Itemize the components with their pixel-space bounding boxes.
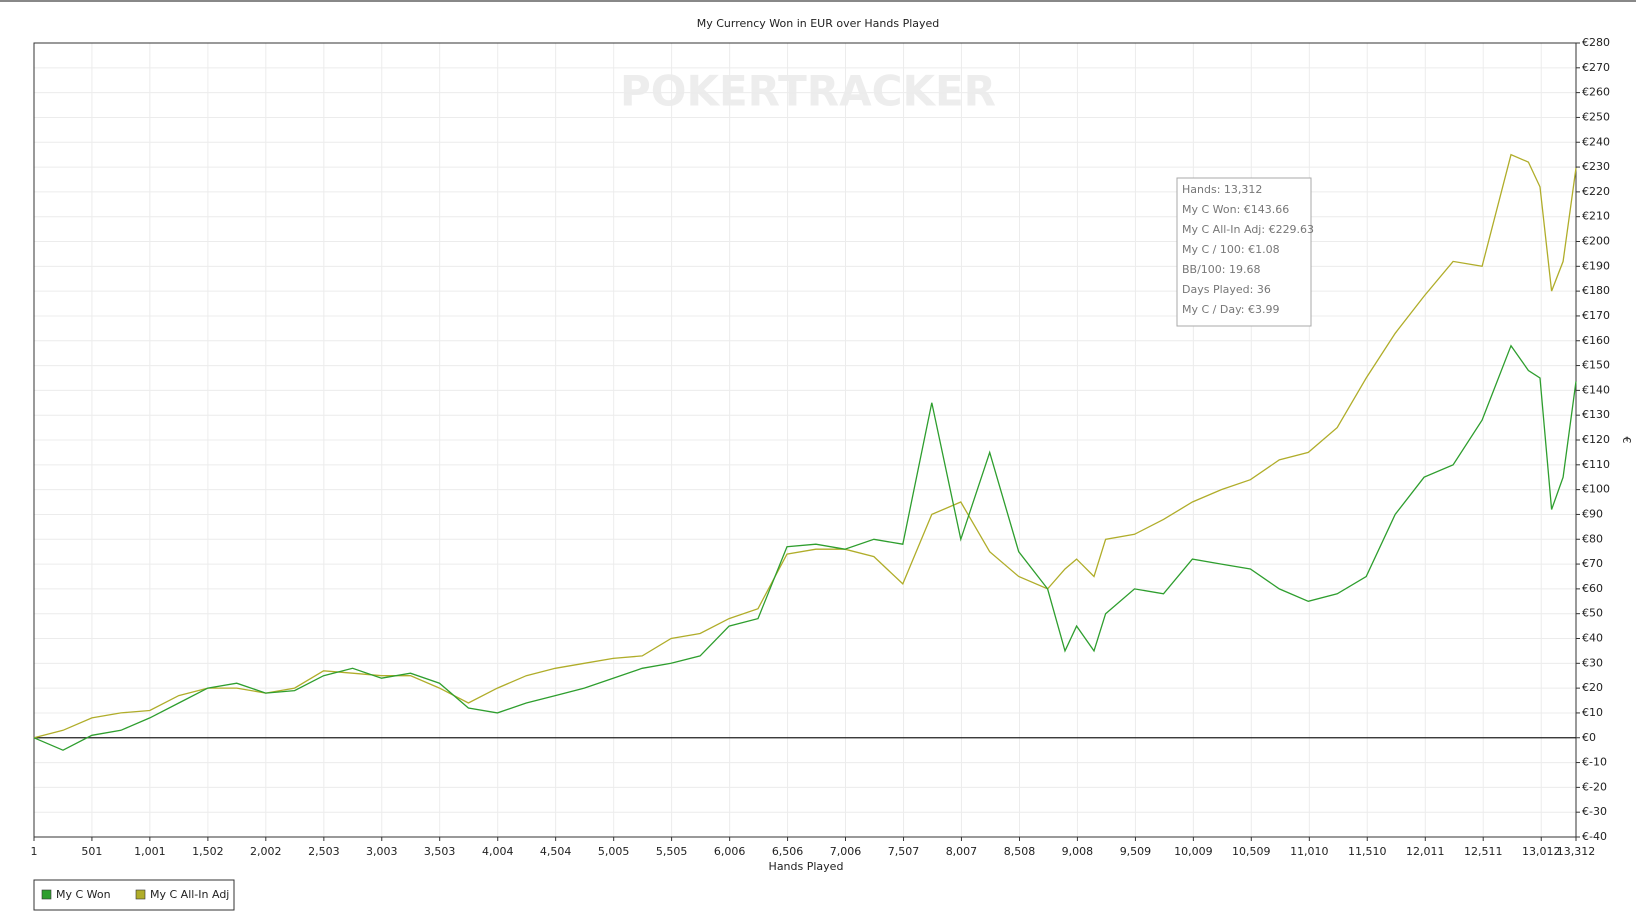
y-tick-label: €20	[1582, 681, 1603, 694]
y-tick-label: €70	[1582, 557, 1603, 570]
y-tick-label: €130	[1582, 408, 1610, 421]
series-line	[33, 344, 1577, 751]
y-tick-label: €260	[1582, 86, 1610, 99]
y-tick-label: €10	[1582, 706, 1603, 719]
y-tick-label: €200	[1582, 235, 1610, 248]
y-tick-label: €190	[1582, 259, 1610, 272]
tooltip-text: Hands: 13,312	[1182, 183, 1262, 196]
x-tick-label: 6,506	[772, 845, 804, 858]
plot-frame	[33, 42, 1577, 838]
x-tick-label: 4,504	[540, 845, 572, 858]
tooltip-text: My C All-In Adj: €229.63	[1182, 223, 1314, 236]
y-tick-label: €-40	[1582, 830, 1607, 843]
x-tick-label: 4,004	[482, 845, 514, 858]
series-line	[33, 153, 1577, 739]
y-tick-label: €170	[1582, 309, 1610, 322]
x-tick-label: 3,503	[424, 845, 456, 858]
y-tick-label: €220	[1582, 185, 1610, 198]
y-tick-label: €160	[1582, 334, 1610, 347]
x-tick-label: 8,007	[946, 845, 978, 858]
x-tick-label: 1	[31, 845, 38, 858]
x-tick-label: 12,511	[1464, 845, 1503, 858]
x-tick-label: 3,003	[366, 845, 398, 858]
x-tick-label: 501	[81, 845, 102, 858]
tooltip-text: My C Won: €143.66	[1182, 203, 1289, 216]
x-tick-label: 9,509	[1120, 845, 1152, 858]
x-tick-label: 10,509	[1232, 845, 1271, 858]
x-tick-label: 6,006	[714, 845, 746, 858]
y-tick-label: €250	[1582, 110, 1610, 123]
y-tick-label: €90	[1582, 507, 1603, 520]
y-tick-label: €210	[1582, 210, 1610, 223]
tooltip-box	[1176, 177, 1312, 327]
x-tick-label: 7,006	[830, 845, 862, 858]
y-tick-label: €280	[1582, 36, 1610, 49]
x-tick-label: 13,012	[1522, 845, 1561, 858]
y-tick-label: €60	[1582, 582, 1603, 595]
x-tick-label: 9,008	[1062, 845, 1094, 858]
x-tick-label: 5,505	[656, 845, 688, 858]
x-tick-label: 2,002	[250, 845, 282, 858]
watermark: POKERTRACKER	[620, 67, 996, 116]
y-tick-label: €80	[1582, 532, 1603, 545]
x-axis-title: Hands Played	[769, 860, 844, 873]
chart-title: My Currency Won in EUR over Hands Played	[697, 17, 940, 30]
y-tick-label: €-10	[1582, 756, 1607, 769]
y-tick-label: €120	[1582, 433, 1610, 446]
y-tick-label: €240	[1582, 135, 1610, 148]
y-tick-label: €180	[1582, 284, 1610, 297]
tooltip-text: My C / 100: €1.08	[1182, 243, 1280, 256]
y-tick-label: €230	[1582, 160, 1610, 173]
y-tick-label: €110	[1582, 458, 1610, 471]
x-tick-label: 1,502	[192, 845, 224, 858]
y-tick-label: €-20	[1582, 780, 1607, 793]
legend-swatch	[135, 889, 146, 900]
y-axis-title: €	[1620, 437, 1633, 444]
x-tick-label: 11,010	[1290, 845, 1329, 858]
x-tick-label: 11,510	[1348, 845, 1387, 858]
x-tick-label: 7,507	[888, 845, 920, 858]
tooltip-text: BB/100: 19.68	[1182, 263, 1261, 276]
x-tick-label: 1,001	[134, 845, 166, 858]
y-tick-label: €30	[1582, 656, 1603, 669]
legend-swatch	[41, 889, 52, 900]
x-tick-label: 5,005	[598, 845, 630, 858]
x-tick-label: 10,009	[1174, 845, 1213, 858]
y-tick-label: €150	[1582, 359, 1610, 372]
y-tick-label: €40	[1582, 632, 1603, 645]
legend-label: My C Won	[56, 888, 111, 901]
y-tick-label: €-30	[1582, 805, 1607, 818]
x-tick-label: 2,503	[308, 845, 340, 858]
tooltip-text: My C / Day: €3.99	[1182, 303, 1280, 316]
y-tick-label: €0	[1582, 731, 1596, 744]
x-tick-label: 13,312	[1557, 845, 1596, 858]
y-tick-label: €100	[1582, 483, 1610, 496]
y-tick-label: €140	[1582, 383, 1610, 396]
y-tick-label: €270	[1582, 61, 1610, 74]
legend-box	[33, 879, 235, 911]
y-tick-label: €50	[1582, 607, 1603, 620]
tooltip-text: Days Played: 36	[1182, 283, 1271, 296]
x-tick-label: 8,508	[1004, 845, 1036, 858]
x-tick-label: 12,011	[1406, 845, 1445, 858]
legend-label: My C All-In Adj	[150, 888, 229, 901]
